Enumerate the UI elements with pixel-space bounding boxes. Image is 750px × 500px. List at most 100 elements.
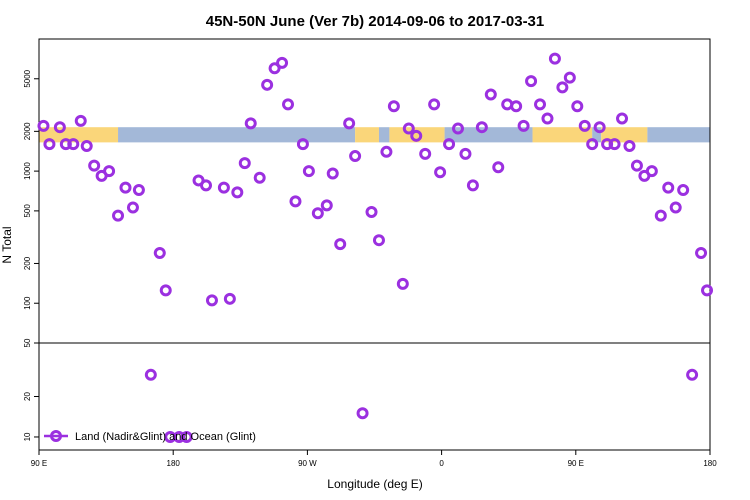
data-point	[326, 167, 339, 180]
data-point	[701, 284, 714, 297]
data-point	[623, 139, 636, 152]
data-point	[231, 186, 244, 199]
data-point	[677, 183, 690, 196]
data-points	[37, 52, 714, 443]
data-point	[510, 100, 523, 113]
data-point	[434, 166, 447, 179]
band-segment-ocean	[444, 127, 533, 143]
data-point	[159, 284, 172, 297]
data-point	[525, 75, 538, 88]
x-tick-label: 90 E	[568, 459, 584, 468]
data-point	[217, 181, 230, 194]
data-point	[261, 78, 274, 91]
data-point	[586, 138, 599, 151]
data-point	[53, 121, 66, 134]
data-point	[396, 277, 409, 290]
data-point	[686, 368, 699, 381]
data-point	[484, 88, 497, 101]
data-point	[282, 98, 295, 111]
band-segment-ocean	[647, 127, 710, 143]
x-tick-label: 90 W	[298, 459, 317, 468]
data-point	[541, 112, 554, 125]
y-tick-label: 50	[23, 338, 32, 347]
data-point	[296, 138, 309, 151]
data-point	[132, 183, 145, 196]
data-point	[459, 147, 472, 160]
data-point	[548, 52, 561, 65]
data-point	[173, 430, 186, 443]
data-point	[492, 161, 505, 174]
data-point	[223, 292, 236, 305]
data-point	[662, 181, 675, 194]
data-point	[126, 201, 139, 214]
legend-label: Land (Nadir&Glint) and Ocean (Glint)	[75, 431, 256, 443]
legend-circle-marker	[50, 430, 62, 442]
data-point	[43, 138, 56, 151]
data-point	[387, 100, 400, 113]
data-point	[180, 430, 193, 443]
y-tick-label: 200	[23, 256, 32, 270]
data-point	[112, 209, 125, 222]
data-point	[669, 201, 682, 214]
x-tick-label: 180	[703, 459, 717, 468]
x-axis: 90 E 180 90 W 0 90 E 180	[31, 450, 717, 468]
data-point	[556, 81, 569, 94]
data-point	[349, 150, 362, 163]
y-tick-label: 10	[23, 432, 32, 441]
band-segment-land	[389, 127, 445, 143]
y-axis: 100 200 500 1000 2000 5000 10 20 50	[23, 69, 39, 441]
x-axis-label: Longitude (deg E)	[327, 477, 422, 491]
data-point	[343, 117, 356, 130]
data-point	[402, 122, 415, 135]
legend: Land (Nadir&Glint) and Ocean (Glint)	[44, 430, 256, 443]
data-point	[466, 179, 479, 192]
y-tick-label: 500	[23, 204, 32, 218]
x-tick-label: 0	[439, 459, 444, 468]
y-tick-label: 5000	[23, 69, 32, 87]
data-point	[144, 368, 157, 381]
data-point	[534, 98, 547, 111]
data-point	[452, 122, 465, 135]
land-ocean-band	[39, 127, 710, 143]
data-point	[616, 112, 629, 125]
data-point	[74, 114, 87, 127]
data-point	[601, 138, 614, 151]
data-point	[334, 238, 347, 251]
y-tick-label: 20	[23, 392, 32, 401]
data-point	[59, 138, 72, 151]
y-tick-label: 1000	[23, 162, 32, 180]
data-point	[475, 121, 488, 134]
x-tick-label: 180	[167, 459, 181, 468]
data-point	[593, 121, 606, 134]
data-point	[517, 119, 530, 132]
data-point	[428, 98, 441, 111]
data-point	[365, 206, 378, 219]
data-point	[630, 159, 643, 172]
data-point	[205, 294, 218, 307]
band-segment-ocean	[378, 127, 390, 143]
data-point	[37, 119, 50, 132]
data-point	[238, 157, 251, 170]
data-point	[153, 246, 166, 259]
data-point	[80, 139, 93, 152]
y-axis-label: N Total	[0, 226, 14, 263]
data-point	[289, 195, 302, 208]
data-point	[410, 129, 423, 142]
data-point	[380, 145, 393, 158]
y-tick-label: 100	[23, 296, 32, 310]
data-point	[253, 171, 266, 184]
plot-frame	[38, 38, 711, 451]
data-point	[654, 209, 667, 222]
data-point	[356, 407, 369, 420]
band-segment-ocean	[118, 127, 356, 143]
data-point	[608, 138, 621, 151]
chart-title: 45N-50N June (Ver 7b) 2014-09-06 to 2017…	[206, 13, 545, 30]
band-segment-land	[355, 127, 379, 143]
data-point	[645, 165, 658, 178]
data-point	[88, 159, 101, 172]
data-point	[268, 62, 281, 75]
data-point	[67, 138, 80, 151]
data-point	[302, 165, 315, 178]
data-point	[103, 165, 116, 178]
